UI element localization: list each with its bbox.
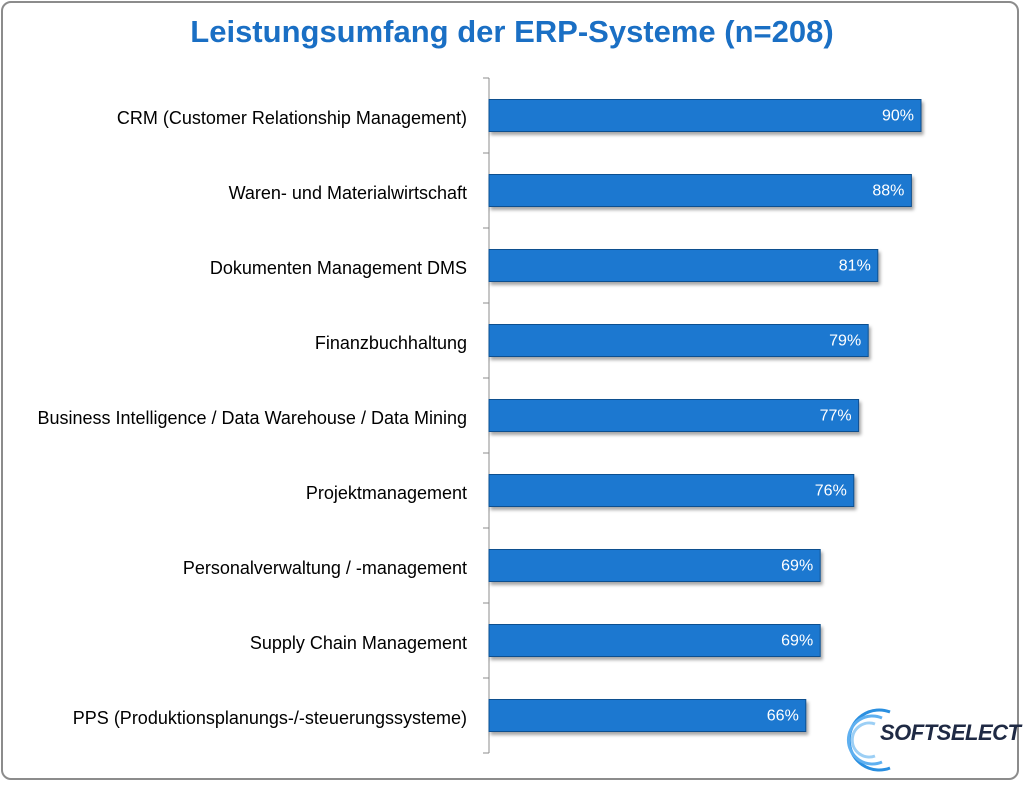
bar [488, 624, 821, 657]
category-label: PPS (Produktionsplanungs-/-steuerungssys… [72, 707, 467, 728]
category-label: Projektmanagement [305, 482, 467, 503]
bar [488, 174, 912, 207]
value-label: 77% [820, 408, 852, 425]
value-label: 79% [829, 333, 861, 350]
value-label: 81% [839, 258, 871, 275]
bar [488, 549, 821, 582]
category-label: Personalverwaltung / -management [182, 557, 467, 578]
category-label: Finanzbuchhaltung [314, 332, 467, 353]
bar [488, 474, 855, 507]
bar [488, 324, 869, 357]
value-label: 76% [815, 483, 847, 500]
bar [488, 399, 860, 432]
logo-text: SOFTSELECT [880, 720, 1021, 745]
chart-title: Leistungsumfang der ERP-Systeme (n=208) [190, 14, 834, 49]
category-label: Dokumenten Management DMS [209, 257, 467, 278]
bar [488, 249, 879, 282]
value-label: 88% [872, 183, 904, 200]
value-label: 69% [781, 558, 813, 575]
category-label: Supply Chain Management [249, 632, 467, 653]
value-label: 90% [882, 108, 914, 125]
logo-swirl [846, 708, 891, 772]
bar [488, 99, 922, 132]
category-label: Waren- und Materialwirtschaft [228, 182, 467, 203]
value-label: 69% [781, 633, 813, 650]
value-label: 66% [767, 708, 799, 725]
bar [488, 699, 807, 732]
category-label: CRM (Customer Relationship Management) [116, 107, 467, 128]
category-label: Business Intelligence / Data Warehouse /… [37, 407, 467, 428]
